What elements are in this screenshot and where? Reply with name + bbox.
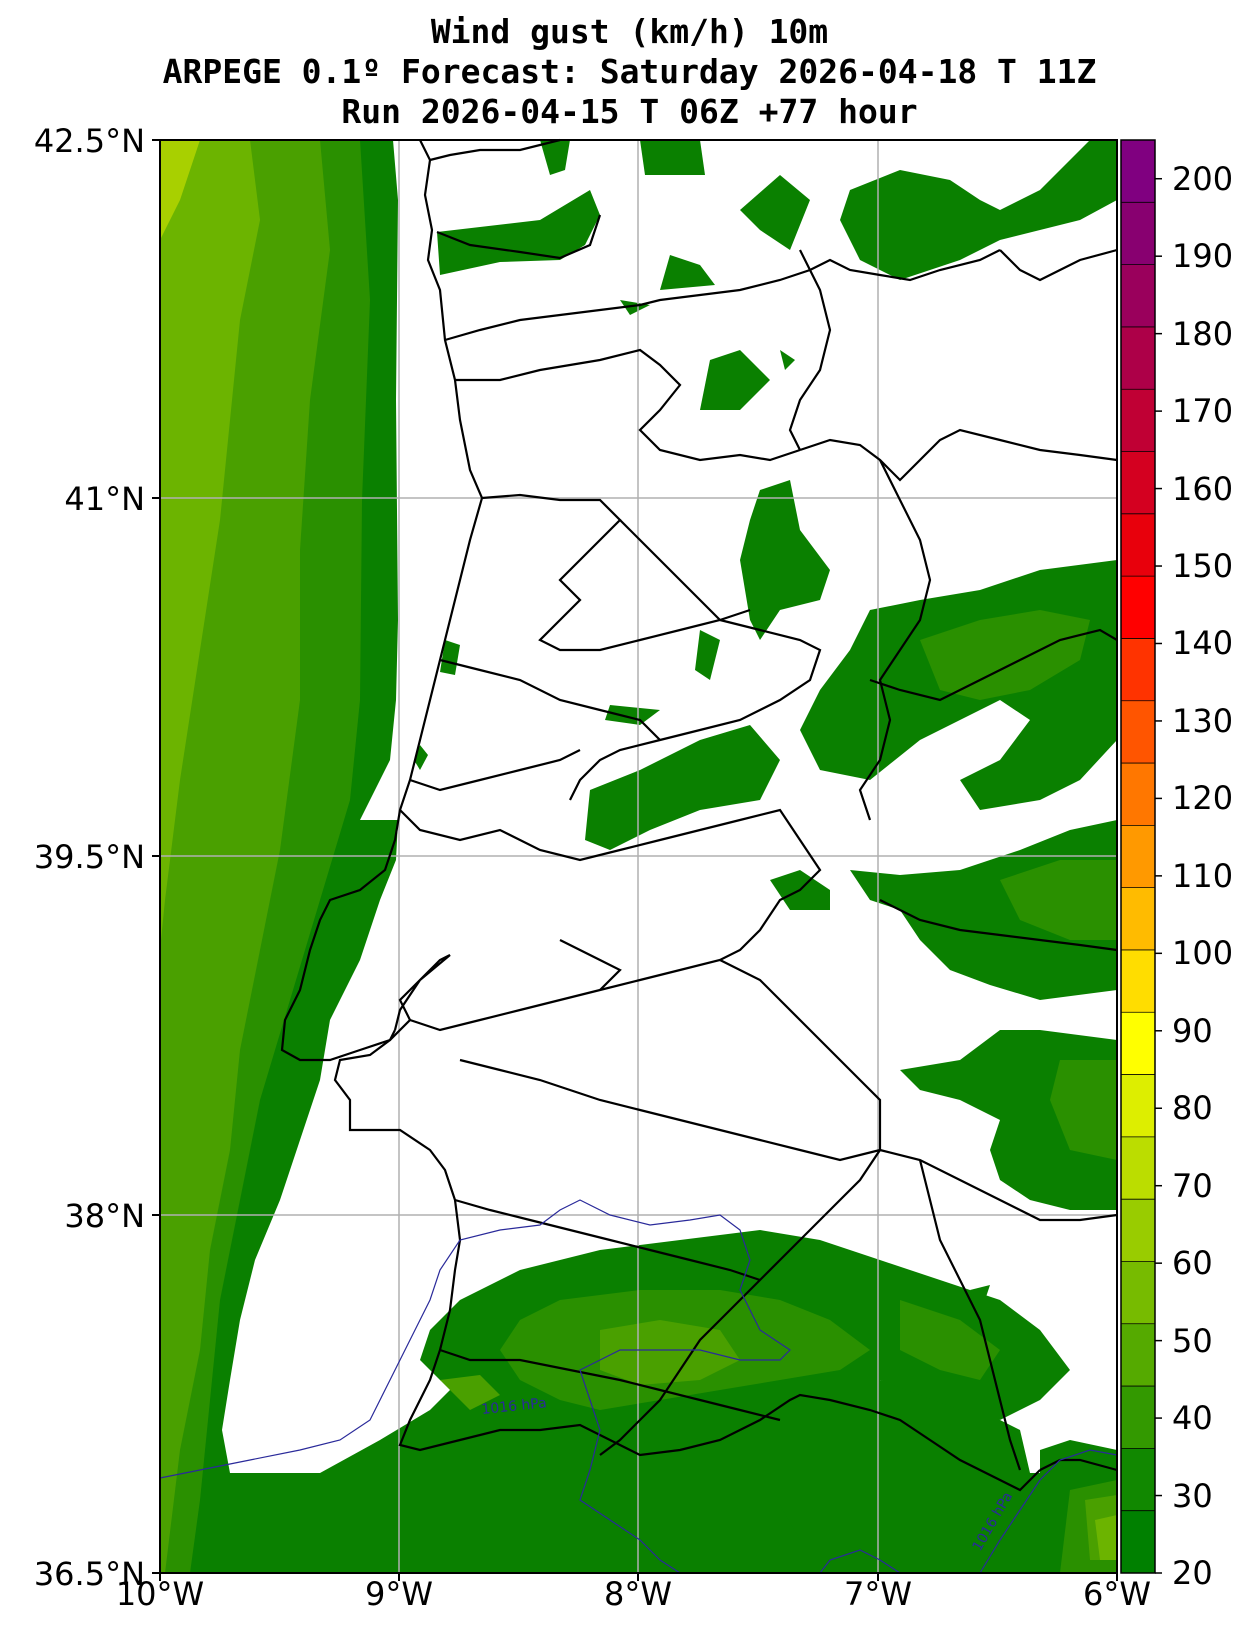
colorbar — [1120, 139, 1162, 1574]
colorbar-segment — [1121, 1448, 1155, 1512]
colorbar-segment — [1121, 513, 1155, 577]
lat-label-38: 38°N — [64, 1197, 145, 1235]
colorbar-segment — [1121, 1386, 1155, 1449]
colorbar-tick-label: 200 — [1172, 159, 1234, 198]
colorbar-segment — [1121, 264, 1155, 328]
colorbar-tick-label: 120 — [1172, 779, 1234, 818]
colorbar-segment — [1121, 1012, 1155, 1076]
colorbar-segment — [1121, 700, 1155, 764]
colorbar-segment — [1121, 949, 1155, 1013]
lat-label-42-5: 42.5°N — [33, 122, 145, 160]
lon-label-7w: 7°W — [844, 1575, 912, 1613]
colorbar-segment — [1121, 202, 1155, 266]
colorbar-segment — [1121, 576, 1155, 639]
colorbar-frame — [1120, 139, 1156, 1574]
lon-label-8w: 8°W — [604, 1575, 672, 1613]
land-gust-patches-darker — [500, 610, 1117, 1573]
axis-ticks — [152, 139, 1118, 1581]
lat-label-41: 41°N — [64, 480, 145, 518]
colorbar-segment — [1121, 1261, 1155, 1325]
lon-label-9w: 9°W — [365, 1575, 433, 1613]
colorbar-tick-label: 20 — [1172, 1554, 1213, 1592]
land-gust-patches-lightest — [1095, 1515, 1117, 1560]
coastline-and-borders — [280, 138, 1118, 1492]
colorbar-segment — [1121, 1510, 1155, 1574]
colorbar-segment — [1121, 1199, 1155, 1262]
lat-label-39-5: 39.5°N — [33, 838, 145, 876]
colorbar-segment — [1121, 451, 1155, 515]
colorbar-tick-label: 110 — [1172, 856, 1234, 895]
colorbar-tick-label: 140 — [1172, 624, 1234, 663]
isobar-label-1: 1016 hPa — [481, 1395, 548, 1418]
isobar-lines — [159, 1199, 1118, 1574]
colorbar-tick-label: 100 — [1172, 934, 1234, 973]
chart-title-line3: Run 2026-04-15 T 06Z +77 hour — [341, 92, 918, 131]
colorbar-segment — [1121, 1074, 1155, 1138]
colorbar-tick-label: 80 — [1172, 1089, 1213, 1128]
colorbar-segment — [1121, 638, 1155, 702]
colorbar-tick-label: 150 — [1172, 547, 1234, 586]
colorbar-tick-label: 50 — [1172, 1321, 1213, 1360]
colorbar-tick-label: 70 — [1172, 1166, 1213, 1205]
chart-title-line2: ARPEGE 0.1º Forecast: Saturday 2026-04-1… — [162, 52, 1097, 91]
colorbar-tick-label: 190 — [1172, 237, 1234, 276]
colorbar-segment — [1121, 326, 1155, 390]
colorbar-segment — [1121, 887, 1155, 951]
colorbar-tick-label: 130 — [1172, 701, 1234, 740]
colorbar-segment — [1121, 389, 1155, 453]
colorbar-tick-label: 40 — [1172, 1399, 1213, 1438]
chart-title-line1: Wind gust (km/h) 10m — [430, 12, 829, 51]
colorbar-segment — [1121, 1323, 1155, 1387]
lon-label-10w: 10°W — [115, 1575, 205, 1613]
colorbar-segment — [1121, 1136, 1155, 1200]
lat-label-36-5: 36.5°N — [33, 1555, 145, 1593]
colorbar-segment — [1121, 825, 1155, 889]
colorbar-tick-label: 30 — [1172, 1476, 1213, 1515]
colorbar-segment — [1121, 763, 1155, 826]
colorbar-tick-label: 90 — [1172, 1011, 1213, 1050]
colorbar-tick-label: 180 — [1172, 314, 1234, 353]
colorbar-tick-label: 60 — [1172, 1244, 1213, 1283]
colorbar-segment — [1121, 140, 1155, 203]
lon-label-6w: 6°W — [1083, 1575, 1151, 1613]
map-gridlines — [160, 140, 1117, 1573]
colorbar-tick-label: 160 — [1172, 469, 1234, 508]
colorbar-tick-label: 170 — [1172, 392, 1234, 431]
